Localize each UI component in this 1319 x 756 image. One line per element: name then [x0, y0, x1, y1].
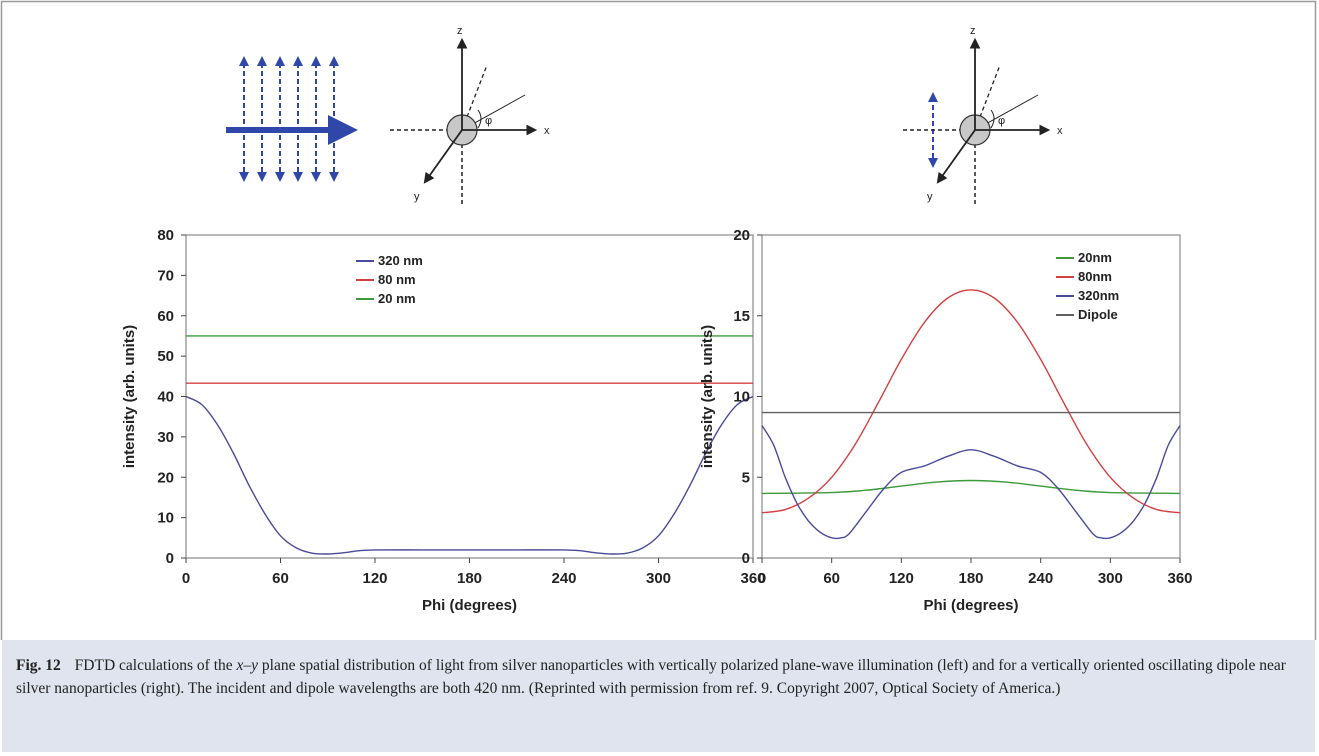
- y-tick-label: 40: [157, 389, 174, 406]
- series-line-320-nm: [185, 395, 754, 555]
- y-tick-label: 0: [166, 550, 174, 567]
- x-tick-label: 360: [1167, 570, 1192, 587]
- angle-label: φ: [485, 115, 492, 127]
- x-axis-title: Phi (degrees): [422, 597, 517, 614]
- coordinate-system: z x y φ: [903, 25, 1063, 205]
- legend-entry: 320nm: [1078, 288, 1119, 303]
- y-tick-label: 60: [157, 308, 174, 325]
- legend-entry: Dipole: [1078, 307, 1118, 322]
- angle-label: φ: [998, 115, 1005, 127]
- legend-entry: 80nm: [1078, 269, 1112, 284]
- x-tick-label: 180: [457, 570, 482, 587]
- series-line-20nm: [761, 479, 1181, 495]
- axis-x-label: x: [544, 125, 550, 137]
- legend-entry: 20 nm: [378, 291, 416, 306]
- legend-entry: 80 nm: [378, 272, 416, 287]
- polarization-arrows: [239, 56, 339, 182]
- x-tick-label: 300: [646, 570, 671, 587]
- plot-area: [761, 234, 1181, 559]
- legend: 320 nm 80 nm 20 nm: [356, 253, 423, 306]
- axis-x-label: x: [1057, 125, 1063, 137]
- figure-caption: Fig. 12 FDTD calculations of the x–y pla…: [2, 640, 1315, 752]
- x-axis-title: Phi (degrees): [923, 597, 1018, 614]
- x-tick-label: 60: [272, 570, 289, 587]
- axis-z-label: z: [970, 25, 976, 37]
- y-tick-label: 30: [157, 429, 174, 446]
- axis-z-label: z: [457, 25, 463, 37]
- y-tick-label: 10: [733, 389, 750, 406]
- axis-y-label: y: [414, 191, 420, 203]
- y-tick-label: 15: [733, 308, 750, 325]
- plot-area: [185, 234, 754, 559]
- y-tick-label: 0: [742, 550, 750, 567]
- figure-label: Fig. 12: [16, 657, 61, 674]
- y-axis-title: intensity (arb. units): [699, 325, 716, 468]
- x-tick-label: 360: [740, 570, 765, 587]
- right-intensity-chart: 0 5 10 15 20 0 60 120 180 240 300 360 Phi (degrees) i…: [699, 227, 1193, 614]
- series-line-80nm: [761, 289, 1181, 514]
- x-tick-label: 120: [889, 570, 914, 587]
- legend: 20nm 80nm 320nm Dipole: [1056, 250, 1119, 322]
- caption-variable: x–y: [236, 657, 259, 674]
- x-tick-label: 0: [758, 570, 766, 587]
- axis-y-label: y: [927, 191, 933, 203]
- x-tick-label: 120: [362, 570, 387, 587]
- x-tick-label: 300: [1098, 570, 1123, 587]
- caption-text-before: FDTD calculations of the: [74, 657, 237, 674]
- x-tick-label: 180: [958, 570, 983, 587]
- plane-wave-diagram: z x y φ: [226, 25, 550, 205]
- legend-entry: 320 nm: [378, 253, 423, 268]
- y-tick-label: 10: [157, 510, 174, 527]
- x-tick-label: 60: [823, 570, 840, 587]
- y-tick-label: 70: [157, 267, 174, 284]
- x-tick-label: 240: [551, 570, 576, 587]
- y-tick-label: 80: [157, 227, 174, 244]
- y-tick-label: 20: [157, 469, 174, 486]
- x-tick-label: 0: [182, 570, 190, 587]
- y-tick-label: 50: [157, 348, 174, 365]
- caption-text-after: plane spatial distribution of light from…: [16, 657, 1286, 697]
- x-tick-label: 240: [1028, 570, 1053, 587]
- series-line-320nm: [761, 425, 1181, 540]
- coordinate-system: z x y φ: [390, 25, 550, 205]
- y-tick-label: 5: [742, 469, 750, 486]
- y-axis-title: intensity (arb. units): [121, 325, 138, 468]
- legend-entry: 20nm: [1078, 250, 1112, 265]
- dipole-diagram: z x y φ: [903, 25, 1063, 205]
- y-tick-label: 20: [733, 227, 750, 244]
